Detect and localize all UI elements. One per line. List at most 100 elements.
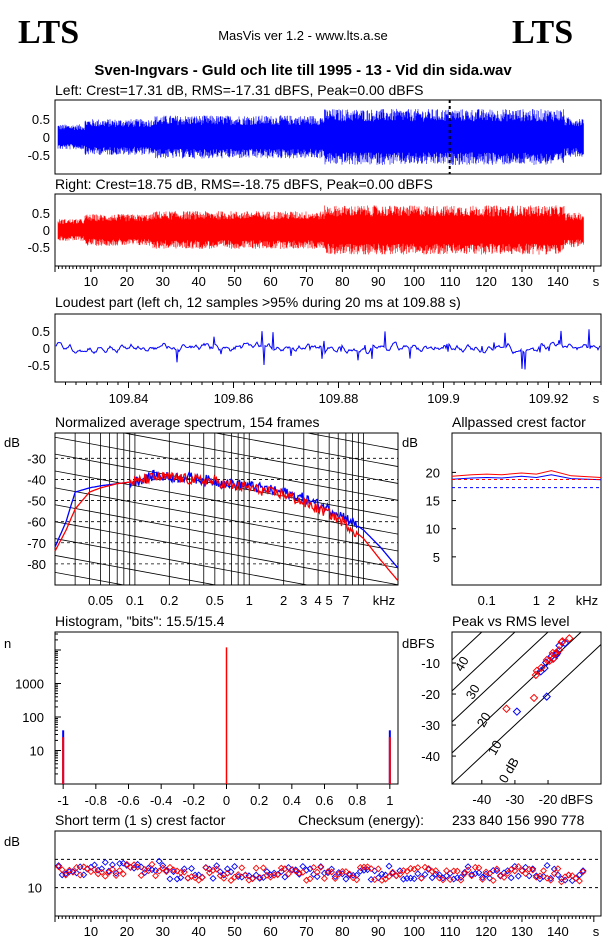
crest-ytick: 20 [426, 465, 440, 480]
short-term-point [119, 870, 127, 878]
short-term-time-axis: 10 20 30 40 50 60 70 80 90 100 110 120 130 140 s [54, 916, 600, 939]
short-term-point [285, 870, 292, 878]
short-term-point [238, 864, 246, 872]
peak-rms-ytick: -20 [421, 687, 440, 702]
checksum-value: 233 840 156 990 778 [452, 812, 585, 828]
short-term-point [166, 863, 174, 871]
short-term-point [198, 874, 206, 882]
short-term-point [385, 872, 393, 880]
short-term-point [317, 863, 325, 871]
peak-rms-title: Peak vs RMS level [452, 613, 570, 629]
spectrum-xtick: 4 [314, 593, 321, 608]
spectrum-slope-line [305, 433, 398, 451]
time-tick-label: 60 [263, 274, 277, 289]
time-tick-label: 140 [547, 274, 569, 289]
right-ytick: 0 [43, 223, 50, 238]
time-tick-label: 90 [371, 274, 385, 289]
app-version: MasVis ver 1.2 - www.lts.a.se [218, 28, 388, 43]
histogram-xtick: 1 [386, 793, 393, 808]
time-unit: s [593, 924, 600, 939]
spectrum-ytick: -60 [27, 515, 46, 530]
short-term-point [313, 873, 321, 881]
peak-rms-ytick: -40 [421, 749, 440, 764]
short-term-ylabel: dB [4, 834, 20, 849]
crest-factor-panel: dB 20 15 10 5 0.1 1 2 kHz [402, 432, 602, 608]
left-waveform [57, 108, 584, 165]
short-term-point [91, 866, 98, 874]
short-term-point [227, 868, 235, 876]
short-term-point [109, 865, 116, 873]
short-term-point [62, 871, 70, 879]
short-term-point [525, 872, 533, 880]
crest-xtick: 2 [548, 593, 555, 608]
short-term-point [475, 864, 483, 872]
time-tick-label: 110 [440, 924, 461, 939]
short-term-point [550, 870, 558, 878]
time-tick-label: 60 [263, 924, 277, 939]
lts-logo-right: LTS [512, 14, 574, 51]
spectrum-xtick: 3 [300, 593, 307, 608]
spectrum-slope-line [55, 521, 398, 585]
short-term-point [202, 864, 210, 872]
short-term-point [69, 868, 77, 876]
spectrum-ylabel: dB [4, 435, 20, 450]
short-term-point [299, 862, 307, 870]
crest-line [451, 474, 602, 481]
loudest-ytick: 0.5 [32, 324, 50, 339]
spectrum-xtick: 0.2 [160, 593, 178, 608]
crest-diagonal [452, 632, 483, 661]
short-term-point [522, 870, 530, 878]
spectrum-slope-line [55, 150, 398, 213]
crest-ylabel: dB [402, 435, 418, 450]
crest-ytick: 15 [426, 494, 440, 509]
short-term-point [428, 874, 436, 882]
short-term-point [220, 874, 228, 882]
histogram-ytick: 100 [22, 710, 44, 725]
short-term-point [478, 873, 486, 881]
short-term-point [83, 865, 91, 873]
short-term-point [98, 865, 106, 873]
short-term-point [371, 876, 379, 884]
short-term-point [249, 875, 257, 883]
spectrum-xtick: 5 [326, 593, 333, 608]
spectrum-slope-line [55, 353, 398, 416]
short-term-point [385, 862, 393, 870]
spectrum-xtick: 0.1 [126, 593, 144, 608]
short-term-point [335, 870, 343, 878]
short-term-point [446, 876, 454, 884]
short-term-point [396, 871, 404, 879]
short-term-point [317, 863, 325, 871]
peak-rms-ytick: -10 [421, 656, 440, 671]
short-term-point [144, 867, 152, 875]
short-term-crest-panel: dB 10 10 20 30 40 50 60 70 80 90 100 110 120 130 140 s [4, 830, 602, 939]
short-term-point [461, 870, 468, 878]
short-term-point [177, 874, 185, 882]
short-term-point [137, 872, 145, 880]
waveform-envelope [57, 108, 584, 165]
short-term-point [464, 866, 472, 874]
peak-rms-point [558, 637, 567, 646]
loudest-ytick: 0 [43, 341, 50, 356]
spectrum-slope-line [55, 487, 398, 552]
short-term-point [410, 875, 418, 883]
peak-rms-point [502, 704, 511, 713]
short-term-point [493, 867, 501, 875]
time-tick-label: 30 [156, 924, 170, 939]
crest-xtick: 1 [533, 593, 540, 608]
short-term-point [514, 872, 522, 880]
short-term-point [73, 864, 81, 871]
histogram-xtick: 0.6 [315, 793, 333, 808]
short-term-point [425, 865, 433, 873]
spectrum-slope-line [55, 571, 127, 585]
short-term-point [313, 868, 321, 876]
short-term-point [389, 868, 397, 876]
loudest-ytick: -0.5 [28, 358, 50, 373]
short-term-point [213, 865, 221, 873]
spectrum-slope-line [55, 319, 398, 382]
peak-rms-ytick: -30 [421, 718, 440, 733]
spectrum-xtick: 7 [342, 593, 349, 608]
time-tick-label: 130 [511, 924, 533, 939]
crest-line [451, 470, 602, 478]
short-term-point [417, 874, 425, 882]
right-waveform [57, 205, 584, 255]
